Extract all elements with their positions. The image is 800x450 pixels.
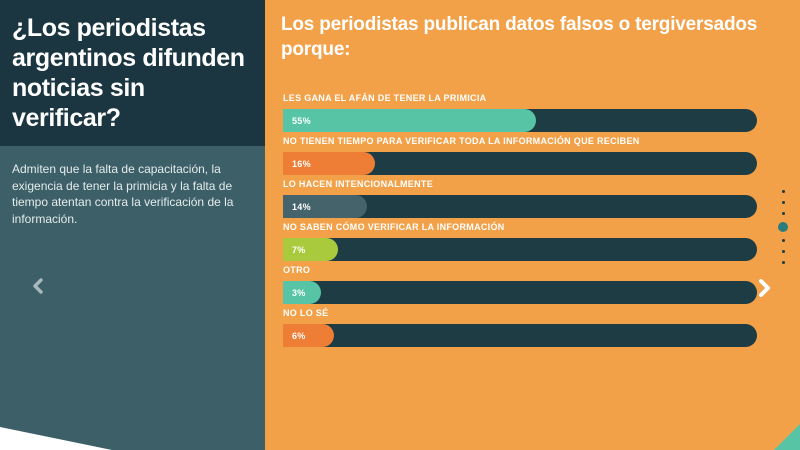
bar-row: LES GANA EL AFÁN DE TENER LA PRIMICIA 55… <box>283 92 757 135</box>
bar-chart: LES GANA EL AFÁN DE TENER LA PRIMICIA 55… <box>283 92 757 350</box>
bar-fill: 6% <box>283 324 334 347</box>
chart-panel: Los periodistas publican datos falsos o … <box>265 0 800 450</box>
bar-value-label: 7% <box>292 244 306 255</box>
chart-title: Los periodistas publican datos falsos o … <box>281 14 758 60</box>
bar-track: 16% <box>283 152 757 175</box>
sidebar-header: ¿Los periodistas argentinos difunden not… <box>0 0 265 146</box>
bar-row: NO LO SÉ 6% <box>283 307 757 350</box>
bar-fill: 55% <box>283 109 537 132</box>
bar-track: 14% <box>283 195 757 218</box>
bar-value-label: 6% <box>292 330 306 341</box>
bar-category-label: NO SABEN CÓMO VERIFICAR LA INFORMACIÓN <box>283 222 505 232</box>
bar-track: 7% <box>283 238 757 261</box>
bar-category-label: OTRO <box>283 265 311 275</box>
bar-category-label: LO HACEN INTENCIONALMENTE <box>283 179 433 189</box>
pagination-dot[interactable] <box>781 201 785 204</box>
bar-fill: 16% <box>283 152 375 175</box>
bar-value-label: 3% <box>292 287 306 298</box>
bar-fill: 7% <box>283 238 338 261</box>
bar-fill: 14% <box>283 195 367 218</box>
bar-fill: 3% <box>283 281 322 304</box>
bar-category-label: LES GANA EL AFÁN DE TENER LA PRIMICIA <box>283 93 487 103</box>
bar-category-label: NO LO SÉ <box>283 308 329 318</box>
bar-value-label: 14% <box>292 201 311 212</box>
page-title: ¿Los periodistas argentinos difunden not… <box>12 14 245 132</box>
prev-slide-button[interactable] <box>30 277 46 299</box>
pagination-dot-active[interactable] <box>778 222 788 232</box>
corner-accent-decoration <box>774 424 800 450</box>
pagination-dot[interactable] <box>781 239 785 242</box>
chevron-right-icon <box>758 278 771 302</box>
bar-row: NO SABEN CÓMO VERIFICAR LA INFORMACIÓN 7… <box>283 221 757 264</box>
pagination-dot[interactable] <box>781 261 785 264</box>
sidebar-description: Admiten que la falta de capacitación, la… <box>12 162 234 226</box>
bar-row: OTRO 3% <box>283 264 757 307</box>
pagination-dot[interactable] <box>781 250 785 253</box>
bar-value-label: 55% <box>292 115 311 126</box>
sidebar-description-panel: Admiten que la falta de capacitación, la… <box>0 146 265 450</box>
bar-track: 6% <box>283 324 757 347</box>
bar-row: LO HACEN INTENCIONALMENTE 14% <box>283 178 757 221</box>
bar-track: 3% <box>283 281 757 304</box>
bar-value-label: 16% <box>292 158 311 169</box>
bar-row: NO TIENEN TIEMPO PARA VERIFICAR TODA LA … <box>283 135 757 178</box>
pagination-dot[interactable] <box>781 190 785 193</box>
bar-track: 55% <box>283 109 757 132</box>
pagination-dot[interactable] <box>781 212 785 215</box>
pagination-dots <box>777 186 789 268</box>
bar-category-label: NO TIENEN TIEMPO PARA VERIFICAR TODA LA … <box>283 136 640 146</box>
next-slide-button[interactable] <box>756 278 772 302</box>
sidebar: ¿Los periodistas argentinos difunden not… <box>0 0 265 450</box>
chevron-left-icon <box>32 277 44 299</box>
